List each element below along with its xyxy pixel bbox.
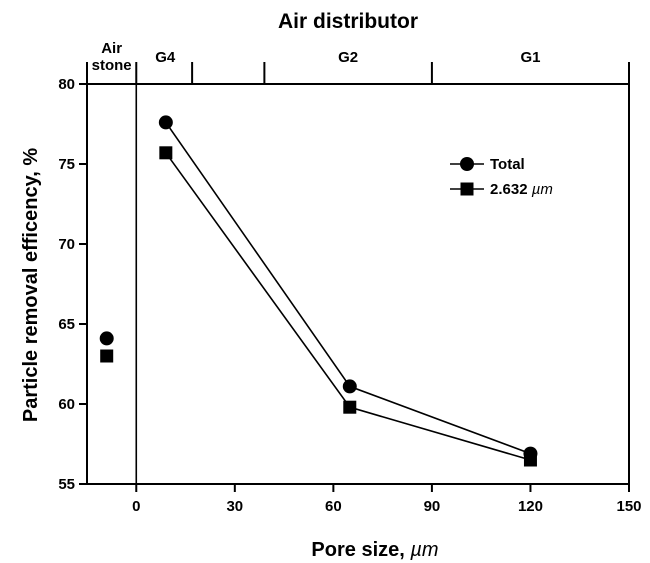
series-markers	[99, 115, 538, 467]
data-point	[158, 115, 173, 130]
data-point	[159, 146, 173, 160]
y-tick-label: 65	[58, 316, 75, 333]
x-axis-label-text: Pore size,	[311, 539, 404, 561]
y-tick-label: 70	[58, 236, 75, 253]
y-axis-label: Particle removal efficency, %	[20, 148, 42, 422]
chart-title: Air distributor	[278, 10, 418, 33]
legend-label-unit: µm	[532, 181, 553, 198]
x-tick-label: 0	[132, 498, 140, 515]
legend-label: Total	[490, 156, 525, 173]
legend-label: 2.632 µm	[490, 181, 553, 198]
x-tick-label: 60	[325, 498, 342, 515]
band-label: G2	[338, 49, 358, 66]
x-tick-label: 120	[518, 498, 543, 515]
legend: Total 2.632 µm	[450, 156, 553, 198]
x-axis-label-unit: µm	[409, 539, 438, 561]
y-axis: 55 60 65 70 75 80	[58, 76, 87, 493]
data-point	[523, 453, 537, 467]
x-axis: 0 30 60 90 120 150	[132, 484, 642, 515]
y-tick-label: 75	[58, 156, 75, 173]
data-point	[343, 400, 357, 414]
band-label: G1	[520, 49, 540, 66]
distributor-band-axis: Air stone G4 G2 G1	[86, 40, 630, 84]
y-tick-label: 55	[58, 476, 75, 493]
legend-marker	[460, 182, 474, 196]
data-point	[342, 379, 357, 394]
air-stone-point	[100, 349, 114, 363]
plot-frame	[86, 83, 630, 485]
band-label-line: Air	[101, 40, 122, 57]
legend-label-text: Total	[490, 156, 525, 173]
series-line	[165, 152, 531, 461]
x-tick-label: 150	[616, 498, 641, 515]
legend-label-text: 2.632	[490, 181, 528, 198]
band-label-line: stone	[92, 57, 132, 74]
air-stone-point	[99, 331, 114, 346]
y-tick-label: 80	[58, 76, 75, 93]
x-tick-label: 30	[226, 498, 243, 515]
x-axis-label: Pore size, µm	[311, 539, 438, 561]
band-label: Air stone	[92, 40, 132, 74]
y-tick-label: 60	[58, 396, 75, 413]
legend-marker	[460, 157, 474, 171]
x-tick-label: 90	[424, 498, 441, 515]
band-label: G4	[155, 49, 176, 66]
